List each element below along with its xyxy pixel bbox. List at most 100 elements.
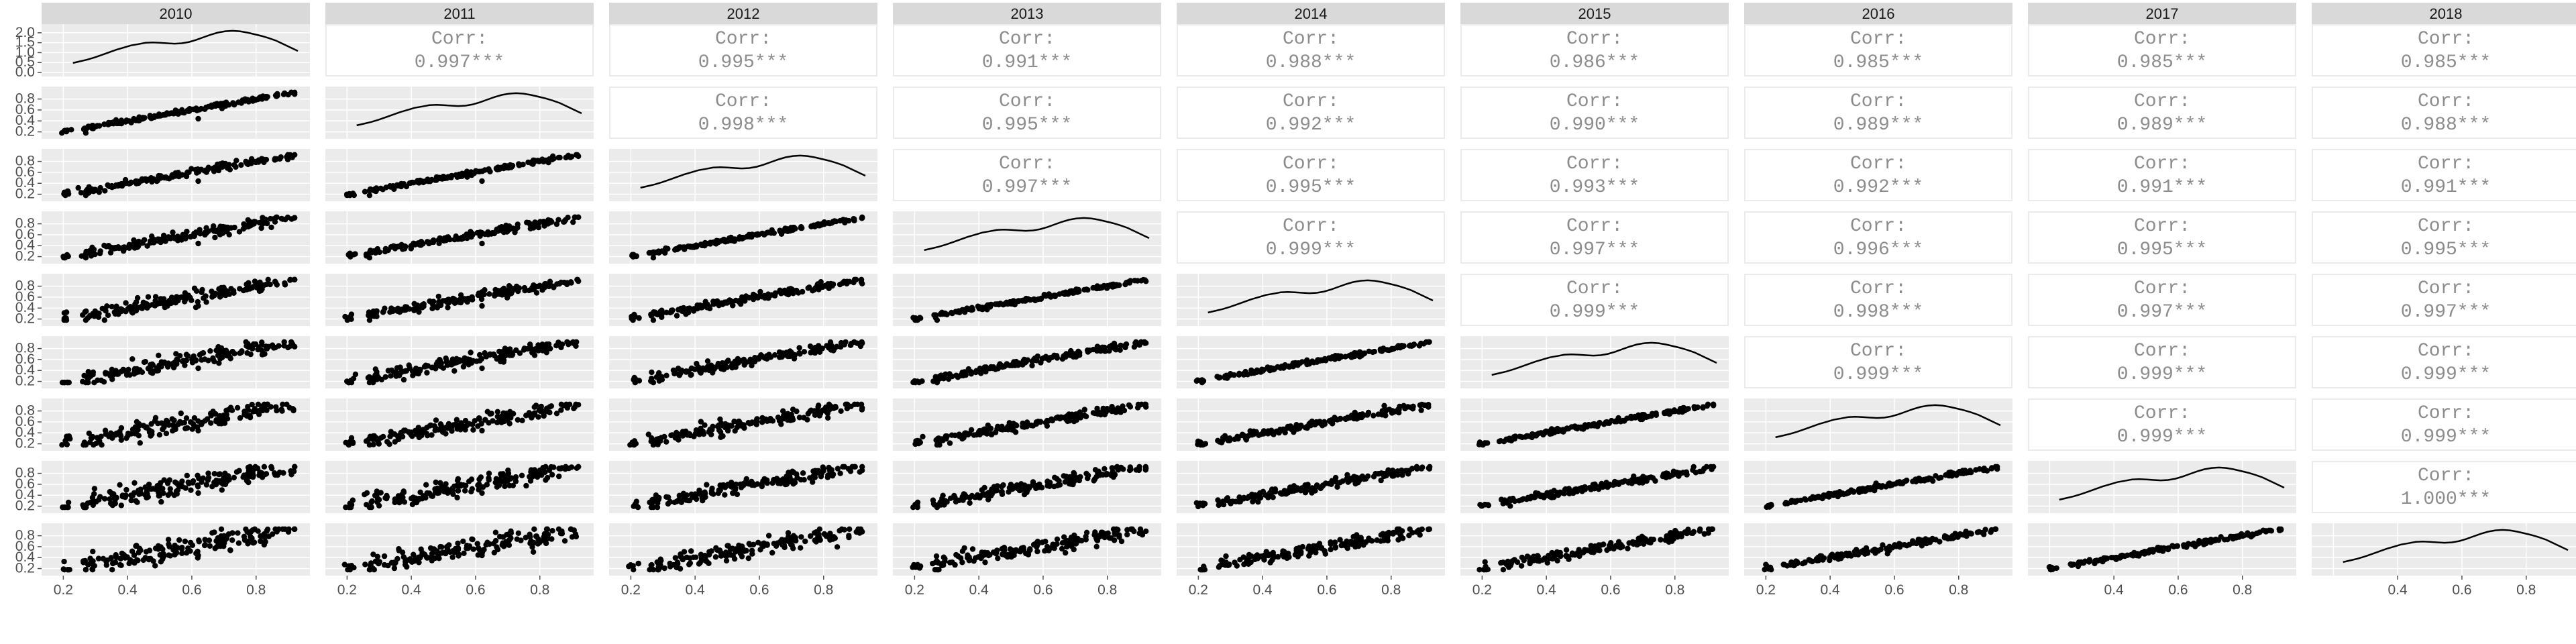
data-point bbox=[1049, 417, 1056, 424]
data-point bbox=[506, 411, 512, 417]
data-point bbox=[63, 129, 70, 135]
data-point bbox=[449, 172, 455, 179]
data-point bbox=[195, 178, 201, 184]
data-point bbox=[1552, 427, 1559, 433]
data-point bbox=[1077, 409, 1083, 415]
data-point bbox=[468, 172, 475, 178]
data-point bbox=[374, 499, 380, 505]
data-point bbox=[735, 356, 741, 362]
data-point bbox=[796, 350, 802, 356]
data-point bbox=[517, 350, 523, 356]
data-point bbox=[479, 490, 485, 496]
data-point bbox=[436, 174, 443, 180]
data-point bbox=[170, 172, 176, 178]
data-point bbox=[149, 302, 156, 308]
data-point bbox=[476, 415, 482, 421]
data-point bbox=[83, 255, 89, 261]
data-point bbox=[280, 401, 286, 407]
data-point bbox=[1496, 438, 1503, 445]
data-point bbox=[724, 427, 731, 434]
data-point bbox=[123, 117, 129, 123]
data-point bbox=[86, 124, 92, 130]
data-point bbox=[366, 380, 373, 386]
data-point bbox=[753, 231, 759, 237]
corr-value: 0.995*** bbox=[1266, 177, 1356, 198]
data-point bbox=[66, 433, 72, 439]
data-point bbox=[749, 362, 755, 369]
data-point bbox=[95, 314, 102, 320]
data-point bbox=[83, 442, 89, 448]
data-point bbox=[148, 238, 154, 244]
data-point bbox=[443, 481, 449, 487]
data-point bbox=[1409, 466, 1415, 472]
data-point bbox=[119, 492, 125, 498]
corr-value: 0.997*** bbox=[1550, 239, 1640, 260]
data-point bbox=[436, 240, 442, 246]
corr-label: Corr: bbox=[2418, 278, 2474, 299]
data-point bbox=[1603, 420, 1609, 426]
data-point bbox=[715, 490, 722, 496]
data-point bbox=[272, 157, 278, 163]
data-point bbox=[949, 309, 955, 316]
data-point bbox=[827, 468, 833, 474]
data-point bbox=[708, 362, 714, 368]
data-point bbox=[217, 223, 223, 229]
data-point bbox=[105, 312, 111, 319]
density-panel bbox=[325, 87, 594, 139]
data-point bbox=[1057, 482, 1063, 488]
data-point bbox=[1386, 347, 1392, 354]
data-point bbox=[373, 187, 380, 193]
data-point bbox=[162, 112, 168, 118]
data-point bbox=[1136, 467, 1142, 474]
corr-value: 0.985*** bbox=[2117, 52, 2207, 73]
data-point bbox=[1399, 468, 1405, 474]
data-point bbox=[1226, 373, 1232, 379]
data-point bbox=[722, 239, 729, 245]
data-point bbox=[125, 366, 131, 373]
data-point bbox=[851, 276, 858, 282]
data-point bbox=[345, 252, 352, 258]
data-point bbox=[1375, 411, 1381, 417]
data-point bbox=[1001, 301, 1008, 307]
corr-value: 0.992*** bbox=[1833, 177, 1923, 198]
data-point bbox=[396, 500, 402, 506]
data-point bbox=[746, 294, 752, 301]
corr-value: 0.999*** bbox=[2401, 427, 2491, 447]
data-point bbox=[702, 422, 708, 428]
data-point bbox=[719, 482, 725, 488]
data-point bbox=[170, 422, 176, 428]
data-point bbox=[120, 248, 127, 254]
data-point bbox=[777, 228, 784, 234]
data-point bbox=[394, 182, 400, 188]
data-point bbox=[462, 488, 468, 494]
corr-label: Corr: bbox=[999, 29, 1055, 50]
data-point bbox=[423, 482, 429, 488]
data-point bbox=[804, 417, 810, 423]
data-point bbox=[556, 473, 562, 480]
column-strip bbox=[2028, 3, 2296, 24]
data-point bbox=[207, 348, 213, 354]
data-point bbox=[995, 366, 1002, 372]
data-point bbox=[83, 130, 89, 136]
data-point bbox=[1337, 416, 1344, 422]
data-point bbox=[1111, 340, 1118, 347]
data-point bbox=[455, 173, 461, 180]
data-point bbox=[1095, 468, 1102, 474]
data-point bbox=[1615, 415, 1621, 421]
corr-value: 0.986*** bbox=[1550, 52, 1640, 73]
data-point bbox=[553, 343, 559, 349]
data-point bbox=[191, 415, 198, 421]
column-strip bbox=[1460, 3, 1729, 24]
data-point bbox=[1090, 410, 1097, 416]
data-point bbox=[682, 246, 688, 252]
data-point bbox=[445, 305, 451, 311]
corr-value: 0.988*** bbox=[1266, 52, 1356, 73]
data-point bbox=[454, 426, 460, 432]
data-point bbox=[1143, 465, 1149, 472]
data-point bbox=[402, 244, 409, 250]
data-point bbox=[528, 159, 534, 166]
data-point bbox=[195, 240, 201, 247]
data-point bbox=[101, 317, 107, 323]
data-point bbox=[761, 476, 767, 482]
data-point bbox=[1269, 429, 1275, 435]
